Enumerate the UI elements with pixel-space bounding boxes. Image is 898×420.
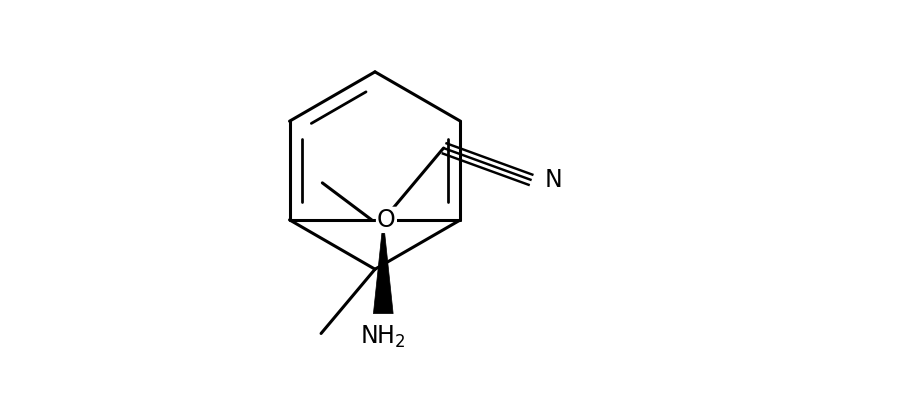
Text: O: O [377, 208, 396, 232]
Text: NH$_2$: NH$_2$ [360, 323, 406, 350]
Text: N: N [544, 168, 562, 192]
Polygon shape [374, 220, 393, 314]
